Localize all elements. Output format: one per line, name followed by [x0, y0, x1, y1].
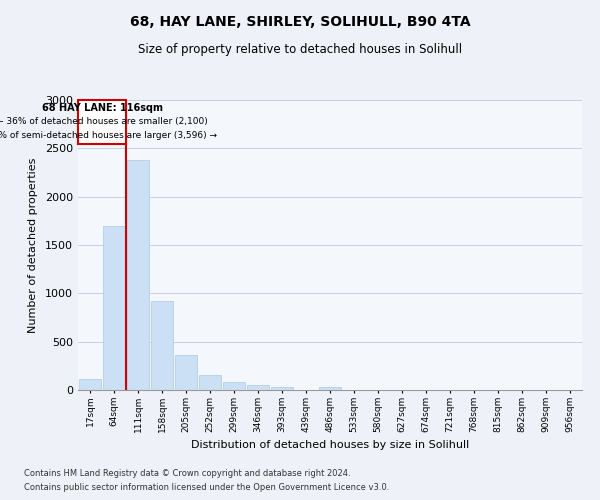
Text: ← 36% of detached houses are smaller (2,100): ← 36% of detached houses are smaller (2,…	[0, 117, 208, 126]
Bar	[319, 386, 341, 390]
Y-axis label: Number of detached properties: Number of detached properties	[28, 158, 38, 332]
Bar	[199, 375, 221, 390]
Bar	[103, 226, 125, 390]
Bar	[271, 387, 293, 390]
Bar	[127, 160, 149, 390]
Text: 68, HAY LANE, SHIRLEY, SOLIHULL, B90 4TA: 68, HAY LANE, SHIRLEY, SOLIHULL, B90 4TA	[130, 15, 470, 29]
Text: Contains HM Land Registry data © Crown copyright and database right 2024.: Contains HM Land Registry data © Crown c…	[24, 468, 350, 477]
Bar	[247, 384, 269, 390]
FancyBboxPatch shape	[78, 100, 126, 144]
Bar	[223, 382, 245, 390]
Text: 68 HAY LANE: 116sqm: 68 HAY LANE: 116sqm	[41, 102, 163, 113]
Text: 62% of semi-detached houses are larger (3,596) →: 62% of semi-detached houses are larger (…	[0, 131, 217, 140]
Bar	[151, 301, 173, 390]
X-axis label: Distribution of detached houses by size in Solihull: Distribution of detached houses by size …	[191, 440, 469, 450]
Bar	[79, 380, 101, 390]
Text: Contains public sector information licensed under the Open Government Licence v3: Contains public sector information licen…	[24, 484, 389, 492]
Text: Size of property relative to detached houses in Solihull: Size of property relative to detached ho…	[138, 42, 462, 56]
Bar	[175, 355, 197, 390]
